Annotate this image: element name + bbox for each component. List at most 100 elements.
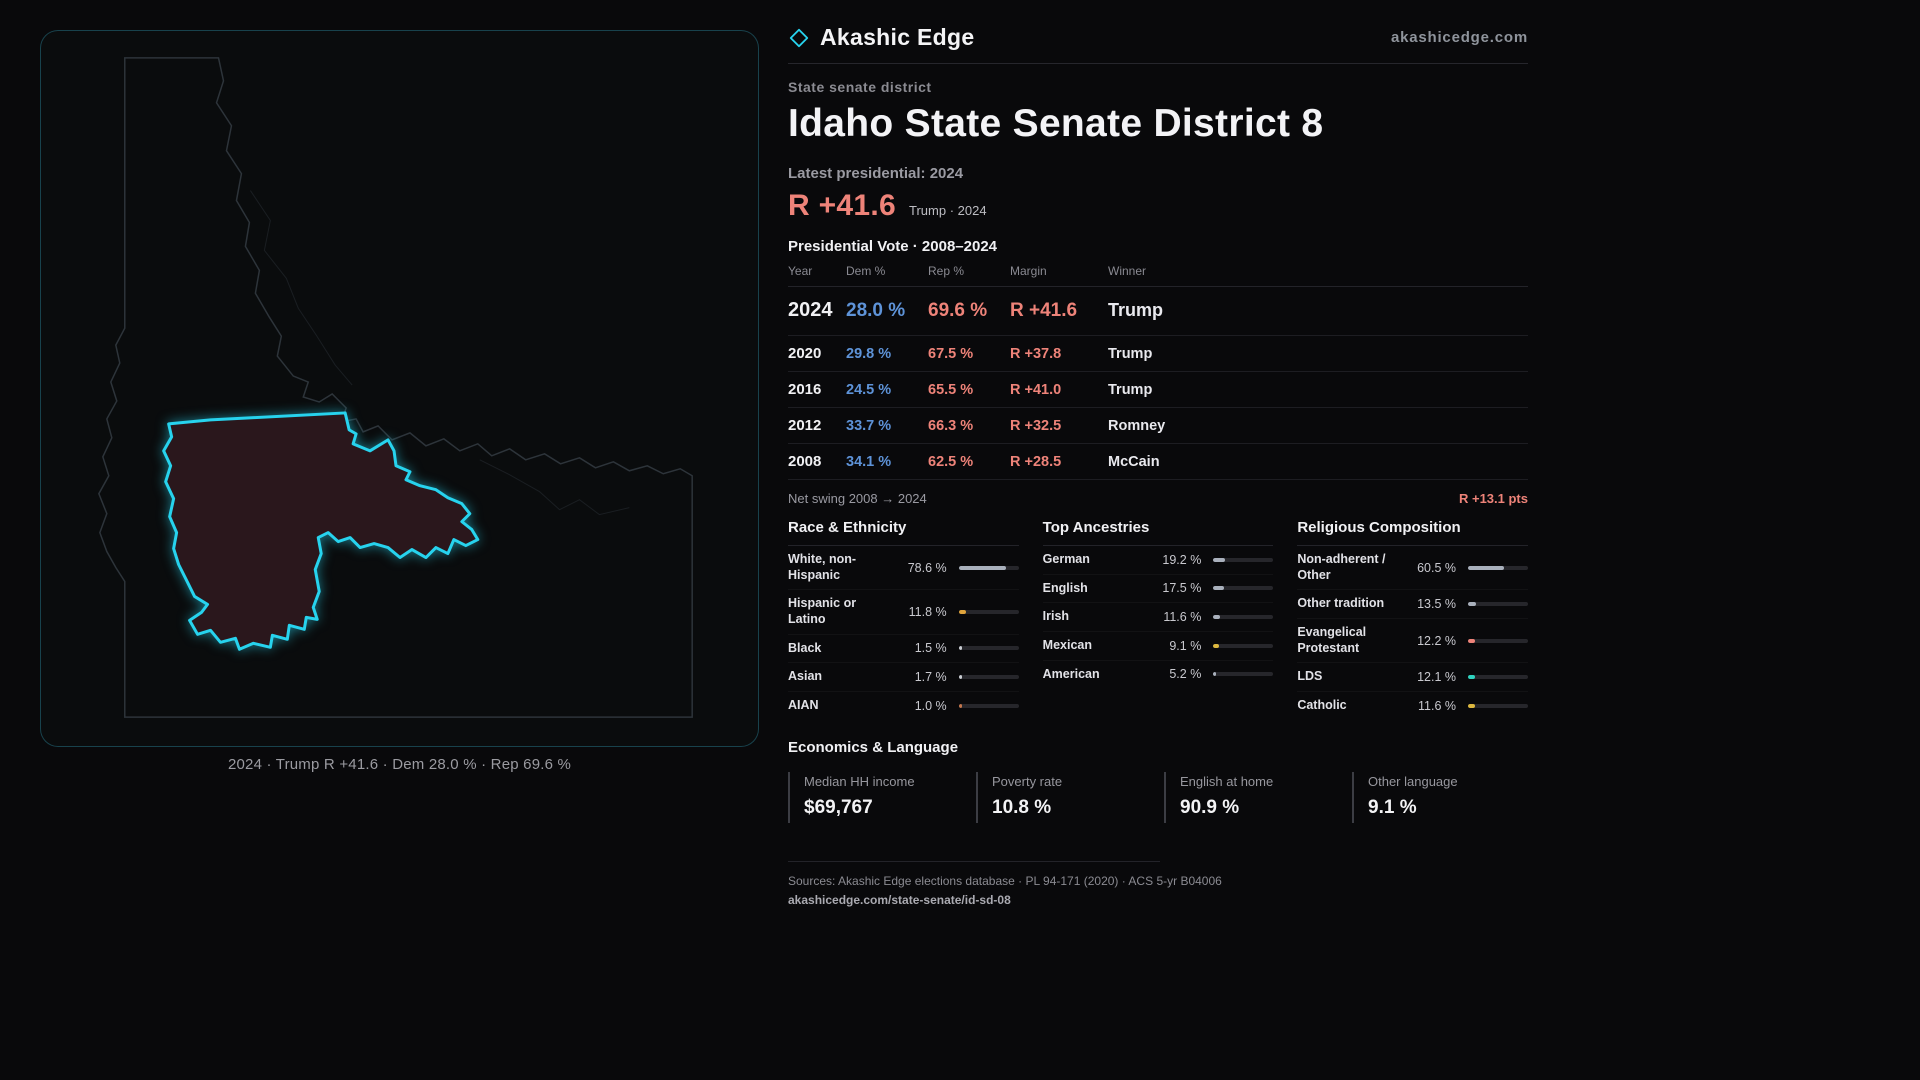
- demo-bar-fill: [958, 646, 962, 651]
- stat-value: $69,767: [804, 797, 873, 819]
- demo-bar-track: [1468, 703, 1528, 708]
- stat-label: Other language: [1368, 774, 1458, 790]
- demo-bar-fill: [958, 565, 1006, 570]
- demo-label: German: [1042, 552, 1090, 566]
- demo-bar-track: [1213, 586, 1274, 591]
- brand-name: Akashic Edge: [820, 24, 975, 50]
- district-map-panel: [40, 30, 759, 747]
- demo-column-title: Top Ancestries: [1042, 519, 1274, 546]
- demo-value: 11.6 %: [1163, 610, 1202, 625]
- stat-box-2: English at home 90.9 %: [1164, 772, 1340, 824]
- demo-column-title: Religious Composition: [1297, 519, 1528, 546]
- vote-table: Year Dem % Rep % Margin Winner 2024 28.0 …: [788, 264, 1528, 480]
- col-rep: Rep %: [928, 264, 965, 278]
- col-dem: Dem %: [846, 264, 886, 278]
- stat-value: 10.8 %: [992, 797, 1052, 819]
- stats-row: Median HH income $69,767 Poverty rate 10.8 …: [788, 772, 1528, 824]
- vote-cell-rep: 69.6 %: [928, 300, 988, 321]
- site-link[interactable]: akashicedge.com: [1390, 29, 1528, 46]
- demo-row: Evangelical Protestant 12.2 %: [1297, 619, 1528, 664]
- headline-margin-row: R +41.6 Trump · 2024: [788, 189, 1528, 223]
- demo-bar-fill: [1468, 674, 1476, 679]
- demo-label: Other tradition: [1297, 596, 1385, 611]
- vote-table-title: Presidential Vote · 2008–2024: [788, 238, 998, 255]
- vote-row-2012: 2012 33.7 % 66.3 % R +32.5 Romney: [788, 408, 1528, 444]
- district-kicker: State senate district: [788, 79, 932, 95]
- vote-row-2020: 2020 29.8 % 67.5 % R +37.8 Trump: [788, 336, 1528, 372]
- economics-title: Economics & Language: [788, 739, 959, 757]
- demo-label: Non-adherent / Other: [1297, 552, 1386, 582]
- idaho-map: [98, 57, 693, 718]
- demo-bar-track: [958, 674, 1019, 679]
- vote-cell-margin: R +41.6: [1010, 300, 1078, 321]
- demo-column-title: Race & Ethnicity: [788, 519, 1019, 546]
- demo-row: Hispanic or Latino 11.8 %: [788, 590, 1019, 635]
- demo-label: English: [1042, 580, 1088, 595]
- vote-cell-dem: 29.8 %: [846, 346, 892, 362]
- demo-label: White, non-Hispanic: [788, 552, 857, 582]
- vote-row-2016: 2016 24.5 % 65.5 % R +41.0 Trump: [788, 372, 1528, 408]
- terrain-line-2: [479, 459, 630, 516]
- demo-row: Asian 1.7 %: [788, 663, 1019, 692]
- demo-label: Black: [788, 640, 822, 655]
- demo-bar-fill: [1468, 565, 1505, 570]
- demo-value: 78.6 %: [907, 560, 947, 575]
- demo-bar-track: [1213, 672, 1274, 677]
- demo-row: English 17.5 %: [1042, 575, 1274, 604]
- stat-label: Median HH income: [804, 774, 915, 790]
- demo-bar-track: [1468, 565, 1528, 570]
- demo-row: Mexican 9.1 %: [1042, 632, 1274, 661]
- stat-box-3: Other language 9.1 %: [1352, 772, 1528, 824]
- demo-bar-track: [958, 646, 1019, 651]
- demo-value: 1.7 %: [914, 669, 947, 684]
- vote-row-2008: 2008 34.1 % 62.5 % R +28.5 McCain: [788, 444, 1528, 480]
- vote-cell-margin: R +41.0: [1010, 382, 1062, 398]
- vote-cell-winner: Trump: [1108, 300, 1164, 320]
- map-caption: 2024 · Trump R +41.6 · Dem 28.0 % · Rep …: [227, 756, 572, 773]
- demo-label: Asian: [788, 669, 823, 684]
- brand: Akashic Edge: [788, 24, 974, 51]
- demo-value: 12.1 %: [1417, 669, 1456, 684]
- stat-label: English at home: [1180, 774, 1274, 790]
- demo-row: White, non-Hispanic 78.6 %: [788, 546, 1019, 591]
- demo-row: American 5.2 %: [1043, 661, 1274, 689]
- demo-bar-track: [958, 565, 1019, 570]
- vote-cell-rep: 67.5 %: [928, 346, 974, 362]
- col-year: Year: [788, 264, 813, 278]
- header: Akashic Edge akashicedge.com: [788, 24, 1528, 51]
- demo-label: Hispanic or Latino: [788, 596, 857, 626]
- latest-presidential-label: Latest presidential: 2024: [788, 165, 964, 182]
- demo-bar-fill: [1468, 638, 1476, 643]
- demo-bar-track: [1468, 674, 1528, 679]
- demographics-columns: Race & Ethnicity White, non-Hispanic 78.6 …: [788, 519, 1528, 719]
- demo-bar-fill: [958, 703, 962, 708]
- demo-row: Black 1.5 %: [788, 635, 1019, 664]
- permalink[interactable]: akashicedge.com/state-senate/id-sd-08: [788, 893, 1011, 908]
- vote-cell-dem: 28.0 %: [846, 300, 906, 321]
- vote-row-2024: 2024 28.0 % 69.6 % R +41.6 Trump: [788, 287, 1528, 336]
- demo-label: LDS: [1297, 669, 1323, 684]
- demo-column: Top Ancestries German 19.2 % English 17.5 % I…: [1042, 519, 1274, 719]
- demo-bar-track: [1468, 602, 1528, 607]
- demo-label: American: [1042, 666, 1100, 681]
- vote-cell-year: 2012: [788, 417, 822, 434]
- vote-cell-dem: 24.5 %: [846, 382, 892, 398]
- vote-cell-winner: Trump: [1108, 346, 1153, 362]
- district-8-shape: [162, 411, 480, 651]
- demo-bar-fill: [1213, 615, 1221, 620]
- demo-bar-track: [1213, 615, 1274, 620]
- headline-margin: R +41.6: [788, 189, 897, 222]
- net-swing-row: Net swing 2008 → 2024 R +13.1 pts: [788, 491, 1528, 506]
- demo-row: LDS 12.1 %: [1297, 663, 1528, 692]
- footer-divider: [788, 861, 1160, 863]
- demo-value: 1.0 %: [914, 698, 947, 713]
- demo-row: German 19.2 %: [1042, 546, 1274, 575]
- col-margin: Margin: [1010, 264, 1047, 278]
- demo-bar-fill: [1213, 557, 1225, 562]
- vote-cell-year: 2008: [788, 453, 822, 470]
- detail-panel: Akashic Edge akashicedge.com State senat…: [788, 24, 1528, 907]
- headline-margin-note: Trump · 2024: [909, 203, 987, 218]
- vote-table-body: 2024 28.0 % 69.6 % R +41.6 Trump 2020 29.8 % 67…: [788, 287, 1528, 480]
- demo-row: Non-adherent / Other 60.5 %: [1297, 546, 1528, 591]
